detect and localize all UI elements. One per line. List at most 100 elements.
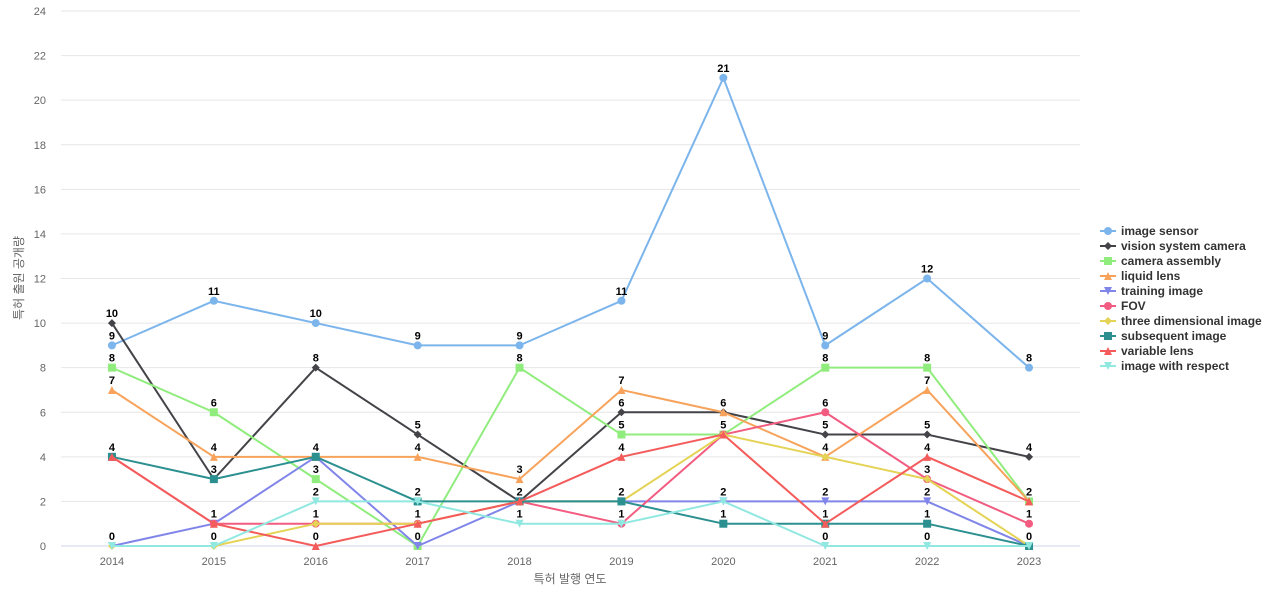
data-point <box>923 542 932 550</box>
data-point <box>515 497 524 506</box>
legend-item-variable-lens: variable lens <box>1100 344 1194 358</box>
data-label: 4 <box>109 442 116 454</box>
data-label: 1 <box>516 509 522 521</box>
data-label: 1 <box>720 509 726 521</box>
data-point <box>923 385 932 394</box>
legend-item-vision-system-camera: vision system camera <box>1100 239 1246 253</box>
data-point <box>617 296 626 305</box>
data-point <box>719 73 728 82</box>
data-point <box>107 341 116 350</box>
legend-item-image-with-respect: image with respect <box>1100 359 1229 373</box>
data-label: 1 <box>1026 509 1032 521</box>
data-label: 0 <box>211 531 217 543</box>
data-label: 5 <box>924 420 930 432</box>
data-point <box>821 519 830 528</box>
data-label: 0 <box>415 531 421 543</box>
data-label: 6 <box>211 397 217 409</box>
data-point <box>1025 497 1034 506</box>
legend-label: variable lens <box>1121 344 1194 358</box>
legend-item-camera-assembly: camera assembly <box>1100 254 1221 268</box>
data-point <box>719 408 728 417</box>
x-tick-label: 2018 <box>507 556 531 568</box>
data-label: 2 <box>720 486 726 498</box>
data-point <box>821 497 830 506</box>
legend-marker <box>1104 302 1112 310</box>
data-point <box>413 497 422 506</box>
data-label: 1 <box>618 509 624 521</box>
legend-label: FOV <box>1121 299 1146 313</box>
data-point <box>923 274 932 283</box>
data-point <box>719 519 728 528</box>
legend-marker <box>1104 242 1112 250</box>
data-point <box>413 452 422 461</box>
data-label: 8 <box>1026 353 1032 365</box>
data-point <box>413 430 422 439</box>
data-label: 3 <box>211 464 217 476</box>
data-point <box>719 497 728 506</box>
x-tick-label: 2023 <box>1017 556 1041 568</box>
data-point <box>719 430 728 439</box>
data-label: 9 <box>109 330 115 342</box>
data-label: 4 <box>618 442 625 454</box>
data-point <box>1025 363 1034 372</box>
data-label: 3 <box>313 464 319 476</box>
data-point <box>311 363 320 372</box>
data-point <box>311 542 320 550</box>
legend-label: subsequent image <box>1121 329 1227 343</box>
data-label: 3 <box>516 464 522 476</box>
data-label: 8 <box>822 353 828 365</box>
legend-label: image with respect <box>1121 359 1229 373</box>
legend-label: training image <box>1121 284 1203 298</box>
data-point <box>821 341 830 350</box>
data-label: 8 <box>924 353 930 365</box>
y-tick-label: 4 <box>40 452 46 464</box>
x-axis-title: 특허 발행 연도 <box>534 571 607 586</box>
series-image-sensor <box>107 73 1034 372</box>
data-point <box>1025 519 1034 528</box>
data-label: 9 <box>516 330 522 342</box>
data-point <box>107 385 116 394</box>
legend-item-training-image: training image <box>1100 284 1203 298</box>
data-point <box>923 475 932 484</box>
data-point <box>311 519 320 528</box>
data-point <box>617 519 626 528</box>
data-label: 10 <box>106 308 118 320</box>
data-point <box>923 452 932 461</box>
series-line <box>111 455 1030 547</box>
data-point <box>821 363 830 372</box>
data-point <box>1025 542 1034 550</box>
data-point <box>515 475 524 484</box>
data-label: 4 <box>822 442 829 454</box>
legend-marker <box>1104 272 1112 280</box>
series-line <box>111 433 1030 547</box>
data-label: 2 <box>924 486 930 498</box>
data-label: 4 <box>924 442 931 454</box>
x-tick-label: 2015 <box>202 556 226 568</box>
y-tick-label: 10 <box>34 318 46 330</box>
y-tick-label: 12 <box>34 274 46 286</box>
data-point <box>515 363 524 372</box>
legend-item-image-sensor: image sensor <box>1100 224 1199 238</box>
data-point <box>107 542 116 550</box>
legend-marker <box>1104 287 1112 295</box>
data-point <box>821 542 830 550</box>
series-fov <box>107 408 1034 528</box>
data-label: 2 <box>415 486 421 498</box>
y-tick-label: 20 <box>34 95 46 107</box>
y-tick-label: 18 <box>34 140 46 152</box>
data-label: 4 <box>313 442 320 454</box>
legend-marker <box>1104 227 1112 235</box>
data-label: 6 <box>720 397 726 409</box>
series-line <box>111 411 1030 525</box>
data-point <box>413 542 422 550</box>
y-tick-label: 24 <box>34 6 46 18</box>
legend-item-three-dimensional-image: three dimensional image <box>1100 314 1262 328</box>
data-point <box>311 452 320 461</box>
data-label: 1 <box>924 509 930 521</box>
data-label: 8 <box>516 353 522 365</box>
data-point <box>209 408 218 417</box>
legend-label: three dimensional image <box>1121 314 1262 328</box>
data-label: 1 <box>211 509 217 521</box>
